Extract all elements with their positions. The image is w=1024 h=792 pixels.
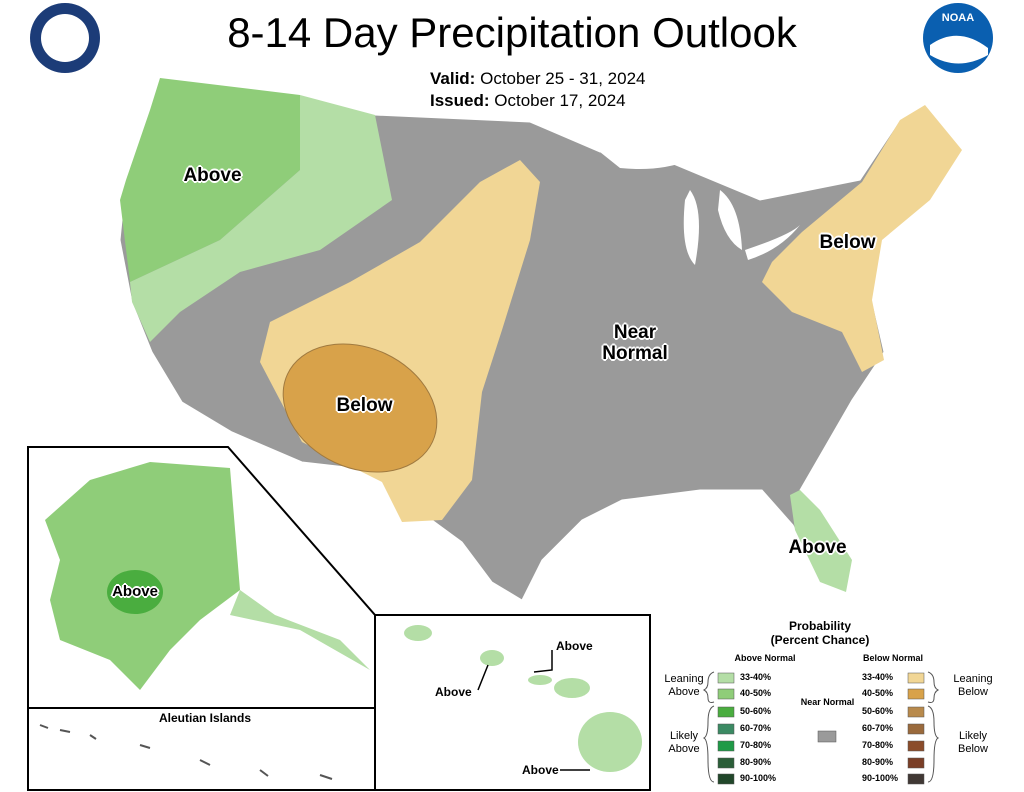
brace [927, 671, 940, 703]
above-range: 40-50% [740, 688, 772, 698]
swatch-below [907, 672, 925, 684]
label-florida: Above [788, 537, 847, 558]
swatch-below [907, 757, 925, 769]
aleutian-islands [39, 724, 333, 780]
label-aleutians: Aleutian Islands [158, 711, 252, 725]
below-range: 40-50% [862, 688, 894, 698]
above-range: 70-80% [740, 740, 772, 750]
swatch-below [907, 773, 925, 785]
alaska-above-50 [107, 570, 163, 614]
swatch-below [907, 740, 925, 752]
label-southwest: Below [336, 395, 393, 416]
label-center: Near Normal [602, 322, 668, 364]
above-range: 80-90% [740, 757, 772, 767]
valid-dates: October 25 - 31, 2024 [480, 69, 646, 88]
issued-row: Issued: October 17, 2024 [430, 91, 626, 111]
label-northeast: Below [819, 232, 876, 253]
swatch-above [717, 740, 735, 752]
above-range: 33-40% [740, 672, 772, 682]
below-range: 60-70% [862, 723, 894, 733]
below-header: Below Normal [862, 653, 923, 663]
swatch-above [717, 773, 735, 785]
swatch-above [717, 757, 735, 769]
commerce-logo-inner [41, 14, 89, 62]
likely-below: Likely Below [958, 730, 988, 755]
region-above-33-fl [790, 490, 852, 592]
label-northwest: Above [183, 165, 242, 186]
swatch-below [907, 706, 925, 718]
swatch-above [717, 723, 735, 735]
swatch-below [907, 723, 925, 735]
likely-above: Likely Above [668, 730, 700, 755]
leaning-below: Leaning Below [953, 673, 993, 698]
region-below-40 [282, 343, 438, 473]
brace [702, 671, 715, 703]
legend-subtitle: (Percent Chance) [770, 633, 870, 647]
island [528, 675, 552, 685]
great-lakes [600, 147, 800, 265]
above-range: 60-70% [740, 723, 772, 733]
leaning-above: Leaning Above [664, 673, 704, 698]
region-below-33-ne [762, 105, 962, 372]
legend-title: Probability [788, 619, 851, 633]
island [404, 625, 432, 641]
above-range: 90-100% [740, 773, 777, 783]
below-range: 33-40% [862, 672, 894, 682]
swatch-above [717, 688, 735, 700]
label-alaska: Above [112, 583, 158, 600]
label-hawaii: Above [522, 763, 559, 777]
title: 8-14 Day Precipitation Outlook [227, 9, 797, 56]
noaa-text: NOAA [941, 12, 975, 24]
issued-label: Issued: [430, 91, 490, 110]
noaa-logo-gull [930, 35, 988, 64]
above-range: 50-60% [740, 706, 772, 716]
island [554, 678, 590, 698]
island [578, 712, 642, 772]
valid-row: Valid: October 25 - 31, 2024 [430, 69, 646, 89]
issued-date: October 17, 2024 [494, 91, 626, 110]
alaska-above-33 [230, 590, 370, 670]
below-range: 90-100% [862, 773, 899, 783]
region-above-33 [130, 95, 392, 342]
near-label: Near Normal [800, 697, 855, 707]
above-header: Above Normal [734, 653, 796, 663]
swatch-below [907, 688, 925, 700]
below-range: 80-90% [862, 757, 894, 767]
below-range: 50-60% [862, 706, 894, 716]
island [480, 650, 504, 666]
swatch-above [717, 672, 735, 684]
brace [927, 705, 940, 783]
below-range: 70-80% [862, 740, 894, 750]
swatch-near [817, 730, 837, 743]
hawaii-islands [404, 625, 642, 772]
hawaii-leaders [477, 650, 590, 771]
swatch-above [717, 706, 735, 718]
region-above-40 [120, 78, 300, 282]
brace [702, 705, 715, 783]
label-hawaii: Above [556, 639, 593, 653]
valid-label: Valid: [430, 69, 476, 88]
label-hawaii: Above [435, 685, 472, 699]
